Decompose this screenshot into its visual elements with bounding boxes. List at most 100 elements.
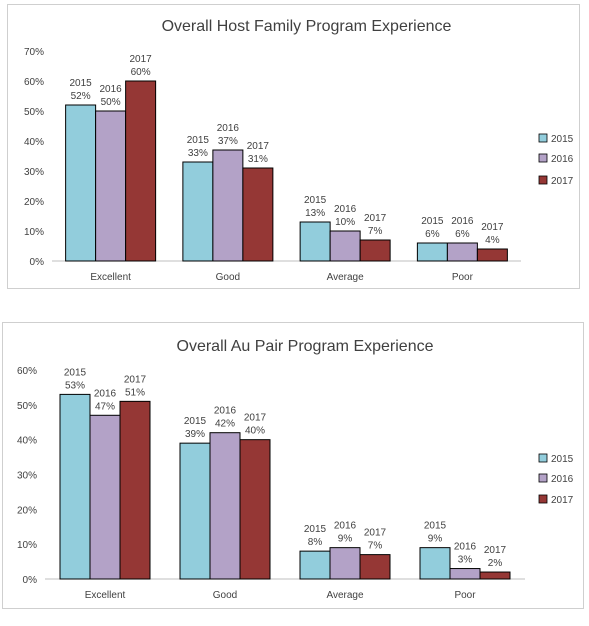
bar-series-label: 2015	[424, 521, 447, 532]
bar-series-label: 2015	[304, 195, 327, 206]
bar-value-label: 51%	[125, 387, 145, 398]
bar-average-2016	[329, 547, 361, 580]
bar-good-2015	[182, 161, 214, 262]
bar-poor-2015	[416, 242, 448, 262]
bar-value-label: 53%	[65, 380, 85, 391]
bar-value-label: 6%	[455, 229, 470, 240]
bar-poor-2017	[476, 248, 508, 262]
bar-series-label: 2015	[64, 367, 87, 378]
bar-series-label: 2017	[124, 374, 147, 385]
bar-value-label: 9%	[428, 534, 443, 545]
bar-value-label: 9%	[338, 534, 353, 545]
au-pair-chart: Overall Au Pair Program Experience 0% 10% 2…	[2, 322, 584, 609]
bar-poor-2016	[446, 242, 478, 262]
x-category-label: Poor	[454, 590, 476, 601]
bar-series-label: 2016	[334, 204, 357, 215]
y-tick-label: 60%	[24, 77, 44, 88]
legend-swatch	[538, 494, 548, 504]
bar-value-label: 8%	[308, 537, 323, 548]
bar-value-label: 33%	[188, 148, 208, 159]
bar-value-label: 13%	[305, 208, 325, 219]
bar-series-label: 2016	[451, 216, 474, 227]
bar-series-label: 2016	[454, 542, 477, 553]
y-tick-label: 70%	[24, 47, 44, 58]
au-pair-chart-svg: Overall Au Pair Program Experience 0% 10% 2…	[17, 338, 574, 601]
legend-label: 2015	[551, 134, 574, 145]
bar-good-2017	[242, 167, 274, 262]
y-tick-label: 50%	[24, 107, 44, 118]
bar-value-label: 3%	[458, 555, 473, 566]
x-category-label: Excellent	[85, 590, 126, 601]
bar-value-label: 42%	[215, 419, 235, 430]
bar-good-2015	[179, 442, 211, 580]
x-category-label: Excellent	[90, 272, 131, 283]
y-tick-label: 40%	[24, 137, 44, 148]
bar-series-label: 2015	[421, 216, 444, 227]
bar-value-label: 40%	[245, 426, 265, 437]
legend-label: 2017	[551, 176, 574, 187]
bar-series-label: 2017	[484, 545, 507, 556]
bar-series-label: 2015	[184, 416, 207, 427]
bar-series-label: 2017	[364, 213, 387, 224]
bar-series-label: 2017	[247, 141, 270, 152]
bar-good-2017	[239, 439, 271, 580]
bar-series-label: 2016	[100, 84, 123, 95]
x-category-label: Good	[216, 272, 240, 283]
chart-title: Overall Host Family Program Experience	[162, 18, 452, 35]
y-tick-label: 50%	[17, 401, 37, 412]
y-tick-label: 0%	[23, 575, 38, 586]
bar-value-label: 4%	[485, 235, 500, 246]
bar-series-label: 2015	[187, 135, 210, 146]
x-category-label: Poor	[452, 272, 474, 283]
bar-value-label: 10%	[335, 217, 355, 228]
bar-excellent-2015	[59, 393, 91, 580]
bar-poor-2015	[419, 547, 451, 580]
bar-series-label: 2015	[304, 524, 327, 535]
bar-series-label: 2016	[217, 123, 240, 134]
bar-average-2015	[299, 550, 331, 580]
bar-value-label: 31%	[248, 154, 268, 165]
y-tick-label: 20%	[17, 505, 37, 516]
bar-series-label: 2016	[334, 521, 357, 532]
bar-value-label: 60%	[131, 67, 151, 78]
legend-label: 2016	[551, 474, 574, 485]
y-tick-label: 30%	[17, 471, 37, 482]
legend-swatch	[538, 153, 548, 163]
bar-excellent-2016	[95, 110, 127, 262]
y-tick-label: 10%	[17, 540, 37, 551]
x-category-label: Good	[213, 590, 237, 601]
y-tick-label: 30%	[24, 167, 44, 178]
bar-excellent-2017	[125, 80, 157, 262]
x-category-label: Average	[327, 272, 365, 283]
bar-average-2016	[329, 230, 361, 262]
bar-series-label: 2017	[364, 528, 387, 539]
bar-series-label: 2016	[214, 406, 237, 417]
bar-average-2017	[359, 554, 391, 580]
bar-value-label: 2%	[488, 558, 503, 569]
bar-average-2017	[359, 239, 391, 262]
bar-excellent-2017	[119, 400, 151, 580]
legend-swatch	[538, 453, 548, 463]
bar-poor-2016	[449, 568, 481, 580]
bar-value-label: 7%	[368, 541, 383, 552]
y-tick-label: 10%	[24, 227, 44, 238]
bar-series-label: 2016	[94, 388, 117, 399]
bar-series-label: 2017	[130, 54, 153, 65]
legend-swatch	[538, 133, 548, 143]
legend-label: 2016	[551, 154, 574, 165]
legend-label: 2015	[551, 454, 574, 465]
legend-swatch	[538, 473, 548, 483]
legend-label: 2017	[551, 495, 574, 506]
bar-value-label: 47%	[95, 401, 115, 412]
host-family-chart-svg: Overall Host Family Program Experience 0%…	[24, 18, 574, 283]
bar-value-label: 6%	[425, 229, 440, 240]
x-category-label: Average	[326, 590, 364, 601]
y-tick-label: 0%	[30, 257, 45, 268]
y-tick-label: 60%	[17, 366, 37, 377]
bar-average-2015	[299, 221, 331, 262]
bar-value-label: 39%	[185, 429, 205, 440]
y-tick-label: 20%	[24, 197, 44, 208]
bar-poor-2017	[479, 571, 511, 580]
chart-title: Overall Au Pair Program Experience	[177, 338, 434, 355]
bar-series-label: 2015	[70, 78, 93, 89]
